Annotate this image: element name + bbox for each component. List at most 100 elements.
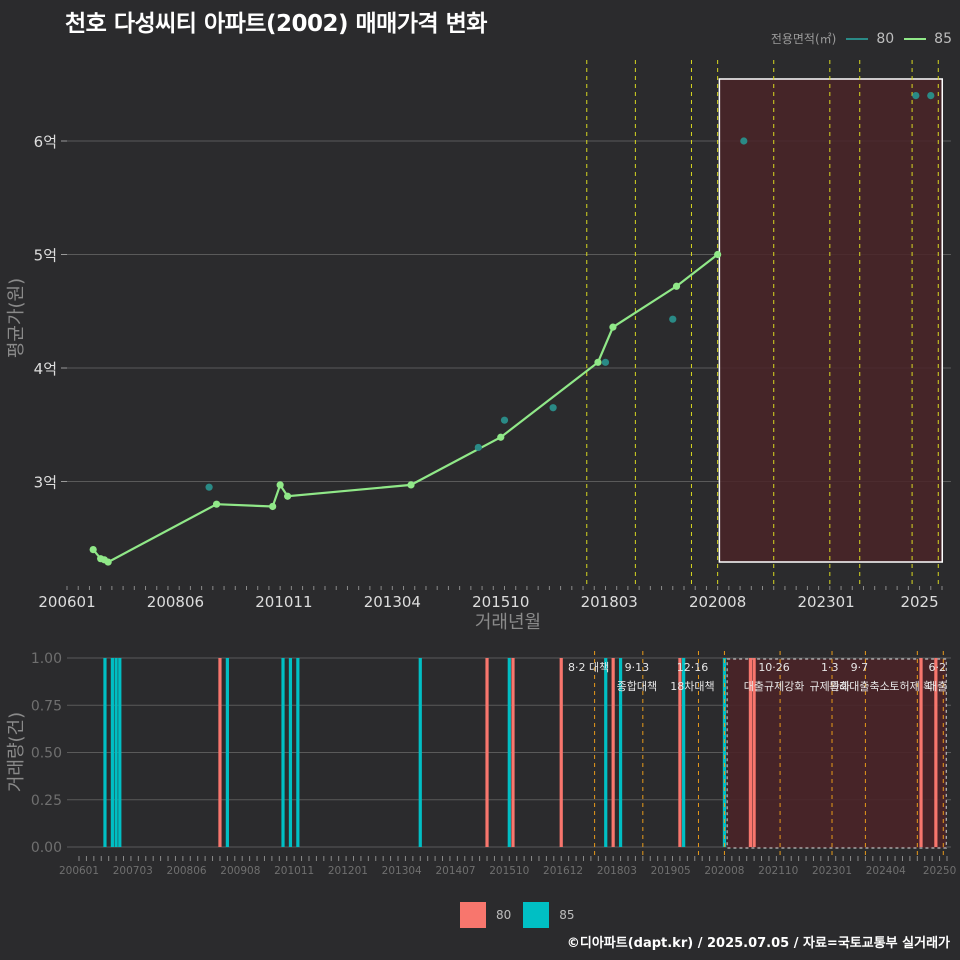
series-85-point	[672, 282, 681, 290]
vol-x-tick-label: 201011	[274, 865, 314, 877]
vol-x-tick-label: 201304	[382, 865, 422, 877]
policy-annotation-date: 9·13	[625, 661, 650, 674]
legend-top-title: 전용면적(㎡)	[770, 32, 837, 46]
legend-bottom: 80 85	[460, 902, 587, 928]
vol-bar-85	[225, 658, 229, 847]
policy-annotation-name: 특례대출축소	[829, 680, 890, 693]
series-85-point	[89, 546, 97, 554]
vol-bar-80	[611, 658, 615, 847]
vol-bar-80	[919, 658, 923, 847]
vol-x-tick-label: 20250	[923, 865, 956, 877]
series-80-point	[500, 416, 509, 424]
vol-bar-80	[511, 658, 515, 847]
vol-bar-85	[288, 658, 293, 847]
x-tick-label: 200601	[38, 593, 95, 611]
vol-y-axis-title: 거래량(건)	[6, 712, 27, 792]
policy-annotation-date: 8·2 대책	[568, 661, 609, 674]
policy-annotation-date: 10·26	[758, 661, 790, 674]
policy-annotation-name: 종합대책	[617, 680, 657, 693]
vol-bar-85	[618, 658, 623, 847]
series-80-point	[549, 404, 557, 412]
vol-bar-80	[559, 658, 563, 847]
x-tick-label: 201011	[255, 593, 312, 611]
legend-top: 전용면적(㎡) 80 85	[771, 30, 952, 47]
series-80-point	[927, 92, 935, 100]
vol-bar-85	[722, 658, 727, 847]
vol-x-tick-label: 201612	[543, 865, 583, 877]
vol-bar-80	[934, 658, 938, 847]
series-80-point	[669, 315, 677, 323]
legend-85-swatch	[904, 37, 927, 40]
vol-bar-80	[218, 658, 222, 847]
policy-annotation-date: 9·7	[851, 661, 869, 674]
vol-bar-85	[296, 658, 300, 847]
policy-annotation-name: 18차대책	[670, 680, 714, 693]
vol-y-tick-label: 0.00	[31, 840, 62, 856]
vol-y-tick-label: 1.00	[31, 651, 62, 667]
vol-x-tick-label: 201201	[328, 865, 368, 877]
vol-y-tick-label: 0.75	[31, 698, 62, 714]
legend-bottom-85-label: 85	[559, 908, 575, 922]
y-tick-label: 5억	[34, 247, 57, 265]
series-85-line	[92, 253, 719, 564]
vol-x-tick-label: 201510	[489, 865, 529, 877]
policy-annotation-date: 6·2	[929, 661, 947, 674]
vol-bar-85	[682, 658, 686, 847]
vol-bar-85	[118, 658, 122, 847]
x-tick-label: 201304	[364, 593, 421, 611]
y-tick-label: 4억	[34, 360, 57, 378]
vol-x-tick-label: 201407	[435, 865, 475, 877]
legend-80-label: 80	[876, 30, 895, 47]
series-80-point	[740, 137, 748, 145]
credit-text: ©디아파트(dapt.kr) / 2025.07.05 / 자료=국토교통부 실…	[566, 936, 950, 951]
vol-y-tick-label: 0.50	[31, 746, 62, 762]
legend-bottom-85-swatch	[523, 902, 550, 928]
legend-80-swatch	[846, 37, 869, 40]
series-85-point	[284, 492, 292, 500]
series-85-point	[714, 250, 722, 259]
x-tick-label: 201510	[472, 593, 529, 611]
vol-bar-80	[485, 658, 489, 847]
legend-bottom-80-label: 80	[496, 908, 512, 922]
series-85-point	[104, 558, 112, 566]
vol-x-tick-label: 202008	[704, 865, 744, 877]
policy-annotation-name: 대출	[927, 680, 947, 693]
vol-highlight-box	[726, 658, 947, 849]
policy-annotation-date: 12·16	[677, 661, 709, 674]
vol-x-tick-label: 202110	[758, 865, 798, 877]
vol-x-tick-label: 201803	[597, 865, 637, 877]
series-85-point	[594, 358, 602, 366]
series-80-point	[601, 358, 610, 366]
vol-x-tick-label: 200601	[59, 865, 99, 877]
vol-y-tick-label: 0.25	[31, 793, 62, 809]
legend-85-label: 85	[934, 30, 952, 47]
legend-bottom-80-swatch	[460, 902, 486, 928]
y-axis-title: 평균가(원)	[6, 278, 27, 358]
chart-title: 천호 다성씨티 아파트(2002) 매매가격 변화	[65, 11, 487, 37]
series-80-point	[474, 443, 482, 452]
series-80-point	[912, 92, 920, 100]
vol-bar-80	[748, 658, 753, 847]
series-85-point	[276, 481, 284, 489]
vol-bar-85	[507, 658, 511, 847]
vol-bar-85	[103, 658, 107, 847]
policy-annotation-name: 규제완화	[809, 680, 849, 693]
series-85-point	[212, 500, 221, 508]
x-axis-title: 거래년월	[475, 612, 541, 633]
series-85-point	[497, 433, 505, 441]
x-tick-label: 202301	[797, 593, 854, 611]
x-tick-label: 201803	[581, 593, 638, 611]
vol-x-tick-label: 202404	[866, 865, 906, 877]
vol-bar-85	[114, 658, 118, 847]
vol-x-tick-label: 201905	[651, 865, 691, 877]
x-tick-label: 202008	[689, 593, 746, 611]
x-tick-label: 2025	[900, 593, 938, 611]
policy-annotation-date: 1·3	[821, 661, 839, 674]
highlight-box	[718, 78, 944, 563]
y-tick-label: 3억	[34, 474, 57, 492]
vol-bar-80	[752, 658, 756, 847]
vol-bar-80	[678, 658, 682, 847]
vol-bar-85	[110, 658, 114, 847]
